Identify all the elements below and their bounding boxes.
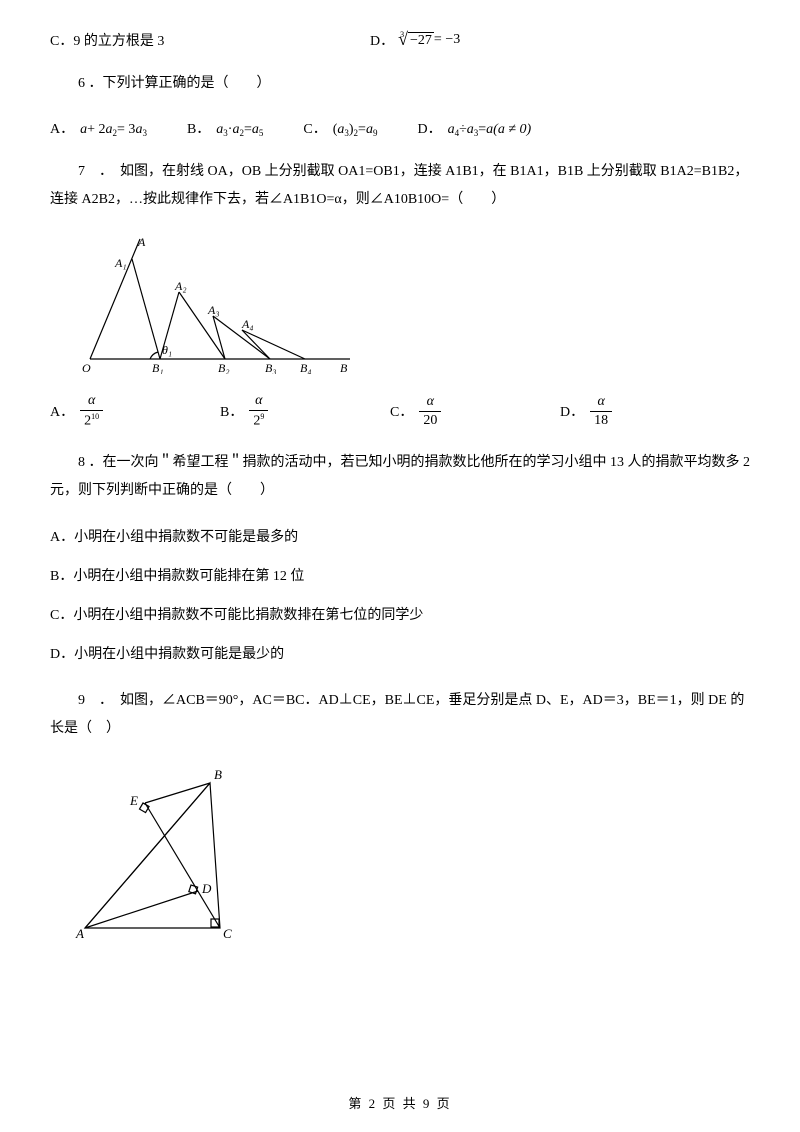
q6-stem: 6 ．下列计算正确的是（ ）: [50, 70, 750, 98]
q8-option-b: B．小明在小组中捐款数可能排在第 12 位: [50, 564, 750, 589]
q5-option-d: D． 3 √ −27 = −3: [370, 30, 750, 50]
q7-option-b: B． α 29: [220, 394, 390, 429]
svg-text:B: B: [340, 361, 348, 374]
q9-stem: 9 ． 如图，∠ACB＝90°，AC＝BC．AD⊥CE，BE⊥CE，垂足分别是点…: [50, 687, 750, 743]
q7-option-d: D． α 18: [560, 395, 612, 428]
q6-option-d: D． a4 ÷ a3 = a (a ≠ 0): [417, 118, 531, 138]
q8-stem: 8 ．在一次向＂希望工程＂捐款的活动中，若已知小明的捐款数比他所在的学习小组中 …: [50, 449, 750, 505]
q5-options-cd: C．9 的立方根是 3 D． 3 √ −27 = −3: [50, 30, 750, 50]
svg-text:A₃: A₃: [207, 303, 220, 317]
q8-option-d: D．小明在小组中捐款数可能是最少的: [50, 642, 750, 667]
svg-text:B₂: B₂: [218, 361, 230, 374]
q8-option-a: A．小明在小组中捐款数不可能是最多的: [50, 525, 750, 550]
q7-option-c: C． α 20: [390, 395, 560, 428]
svg-text:A₂: A₂: [174, 279, 187, 293]
q6-options: A． a + 2 a2 = 3 a3 B． a3 · a2 = a5 C． (a…: [50, 118, 750, 138]
q9-figure: A B C D E: [70, 763, 750, 948]
q5-option-c: C．9 的立方根是 3: [50, 30, 370, 50]
q7-options: A． α 210 B． α 29 C． α 20 D． α 18: [50, 394, 750, 429]
q7-option-a: A． α 210: [50, 394, 220, 429]
q8-option-c: C．小明在小组中捐款数不可能比捐款数排在第七位的同学少: [50, 603, 750, 628]
svg-text:B₄: B₄: [300, 361, 312, 374]
q6-option-a: A． a + 2 a2 = 3 a3: [50, 118, 147, 138]
q5-d-label: D．: [370, 30, 394, 50]
q7-stem: 7 ． 如图，在射线 OA，OB 上分别截取 OA1=OB1，连接 A1B1，在…: [50, 158, 750, 214]
svg-text:A: A: [75, 926, 84, 941]
svg-text:A₁: A₁: [114, 256, 127, 270]
q7-diagram-icon: A A₁ A₂ A₃ A₄ O B₁ B₂ B₃ B₄ B θ₁: [70, 234, 360, 374]
svg-text:A: A: [137, 235, 146, 249]
svg-text:B₃: B₃: [265, 361, 277, 374]
svg-text:A₄: A₄: [241, 317, 254, 331]
q9-diagram-icon: A B C D E: [70, 763, 260, 943]
svg-text:B₁: B₁: [152, 361, 164, 374]
svg-text:C: C: [223, 926, 232, 941]
q6-option-b: B． a3 · a2 = a5: [187, 118, 263, 138]
q7-figure: A A₁ A₂ A₃ A₄ O B₁ B₂ B₃ B₄ B θ₁: [70, 234, 750, 379]
svg-text:θ₁: θ₁: [162, 343, 172, 357]
svg-text:E: E: [129, 793, 138, 808]
svg-text:O: O: [82, 361, 91, 374]
q6-option-c: C． (a3)2 = a9: [303, 118, 377, 138]
svg-text:B: B: [214, 767, 222, 782]
page-footer: 第 2 页 共 9 页: [0, 1093, 800, 1112]
svg-text:D: D: [201, 881, 212, 896]
cube-root-icon: 3 √ −27: [394, 32, 434, 49]
